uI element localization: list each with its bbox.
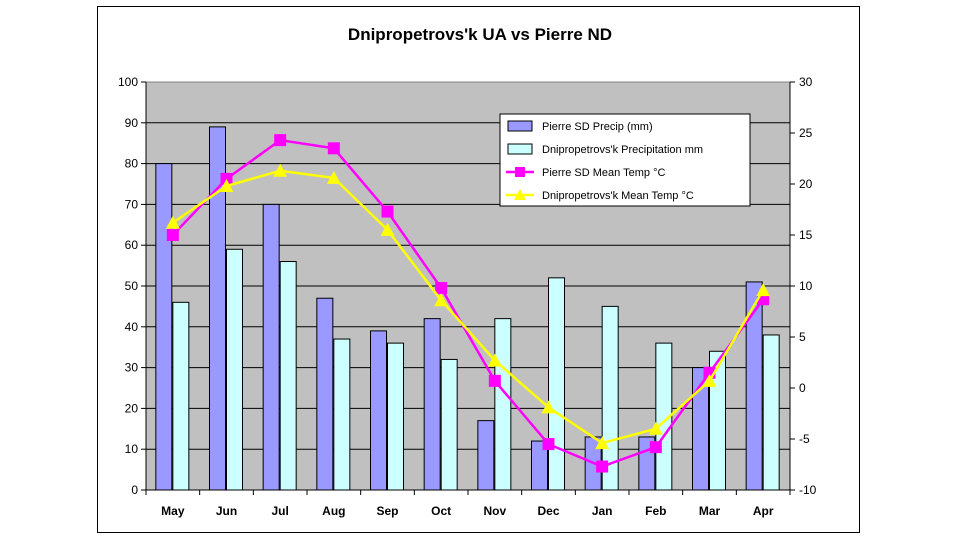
y-left-tick-label: 30 — [125, 361, 139, 375]
legend-marker-pierre-temp — [515, 167, 525, 177]
x-tick-label-may: May — [161, 504, 185, 518]
bar-dnipro-precip-jul — [279, 261, 297, 491]
point-dnipro-temp-sep — [380, 222, 395, 236]
y-left-tick-label: 60 — [125, 238, 139, 252]
bar-dnipro-precip-dec — [548, 277, 565, 491]
x-tick-label-aug: Aug — [322, 504, 345, 518]
line-pierre-temp — [171, 138, 765, 468]
bar-pierre-precip-aug — [316, 297, 334, 491]
bar-dnipro-precip-sep — [387, 342, 404, 491]
legend-box — [499, 113, 751, 207]
bar-dnipro-precip-nov — [494, 318, 512, 491]
legend-swatch-pierre-precip — [507, 120, 533, 132]
x-tick-label-feb: Feb — [645, 504, 666, 518]
legend-label-dnipro-temp: Dnipropetrovs'k Mean Temp °C — [542, 190, 694, 202]
y-right-tick-label: 30 — [799, 75, 813, 89]
legend-swatch-dnipro-precip — [507, 143, 533, 155]
y-left-tick-label: 50 — [125, 279, 139, 293]
x-tick-label-nov: Nov — [483, 504, 506, 518]
bars — [155, 126, 780, 491]
bar-pierre-precip-may — [155, 163, 173, 491]
y-left-tick-label: 80 — [125, 157, 139, 171]
point-pierre-temp-jan — [596, 460, 609, 473]
bar-pierre-precip-jul — [262, 203, 280, 491]
point-pierre-temp-may — [166, 229, 179, 241]
y-right-tick-label: 10 — [799, 279, 813, 293]
x-tick-label-dec: Dec — [537, 504, 559, 518]
point-dnipro-temp-dec — [541, 400, 556, 414]
x-tick-label-jan: Jan — [592, 504, 613, 518]
bar-pierre-precip-sep — [370, 330, 387, 491]
x-tick-label-mar: Mar — [699, 504, 721, 518]
point-dnipro-temp-feb — [648, 421, 663, 435]
x-tick-label-jun: Jun — [216, 504, 237, 518]
x-tick-label-oct: Oct — [431, 504, 451, 518]
legend-label-pierre-precip: Pierre SD Precip (mm) — [542, 121, 653, 133]
y-left-tick-label: 90 — [125, 116, 139, 130]
y-right-tick-label: -10 — [799, 483, 817, 497]
bar-dnipro-precip-jun — [226, 248, 243, 491]
point-pierre-temp-jun — [220, 172, 233, 185]
bar-dnipro-precip-oct — [440, 358, 458, 491]
y-left-tick-label: 100 — [118, 75, 138, 89]
y-right-tick-label: 0 — [799, 381, 806, 395]
y-left-tick-label: 0 — [131, 483, 138, 497]
point-pierre-temp-nov — [488, 374, 501, 387]
line-dnipro-temp — [172, 169, 765, 445]
bar-dnipro-precip-may — [172, 301, 190, 491]
point-dnipro-temp-jun — [219, 179, 234, 193]
point-pierre-temp-sep — [381, 205, 394, 218]
point-dnipro-temp-mar — [702, 373, 717, 387]
legend-label-pierre-temp: Pierre SD Mean Temp °C — [542, 167, 665, 179]
point-pierre-temp-dec — [542, 438, 555, 451]
chart-title: Dnipropetrovs'k UA vs Pierre ND — [348, 25, 612, 44]
legend: Pierre SD Precip (mm) Dnipropetrovs'k Pre… — [499, 113, 751, 207]
point-pierre-temp-oct — [435, 282, 448, 295]
bar-dnipro-precip-apr — [762, 334, 780, 491]
y-left-tick-label: 70 — [125, 197, 139, 211]
point-dnipro-temp-oct — [434, 293, 449, 307]
x-tick-label-apr: Apr — [753, 504, 774, 518]
point-pierre-temp-jul — [274, 134, 287, 147]
legend-label-dnipro-precip: Dnipropetrovs'k Precipitation mm — [542, 144, 703, 156]
y-right-tick-label: -5 — [799, 432, 810, 446]
y-left-tick-label: 40 — [125, 320, 139, 334]
y-right-tick-label: 5 — [799, 330, 806, 344]
point-dnipro-temp-may — [165, 215, 180, 229]
y-left-tick-label: 20 — [125, 401, 139, 415]
x-tick-label-sep: Sep — [376, 504, 398, 518]
y-left-tick-label: 10 — [125, 442, 139, 456]
lines — [165, 134, 771, 473]
point-pierre-temp-aug — [327, 142, 340, 155]
point-dnipro-temp-jan — [595, 436, 610, 450]
point-dnipro-temp-jul — [273, 163, 288, 177]
bar-pierre-precip-oct — [423, 318, 441, 491]
point-dnipro-temp-aug — [326, 170, 341, 184]
axes: 0 10 20 30 40 50 60 70 80 90 100 -10 -5 0 5 10 15 20 25 30 M… — [118, 75, 817, 518]
point-dnipro-temp-apr — [756, 283, 771, 297]
y-right-tick-label: 25 — [799, 126, 813, 140]
y-right-tick-label: 20 — [799, 177, 813, 191]
legend-marker-dnipro-temp — [514, 189, 526, 200]
x-tick-label-jul: Jul — [271, 504, 288, 518]
bar-pierre-precip-nov — [477, 420, 495, 491]
point-pierre-temp-feb — [649, 441, 662, 454]
point-dnipro-temp-nov — [487, 353, 502, 367]
bar-dnipro-precip-aug — [333, 338, 351, 491]
y-right-tick-label: 15 — [799, 228, 813, 242]
